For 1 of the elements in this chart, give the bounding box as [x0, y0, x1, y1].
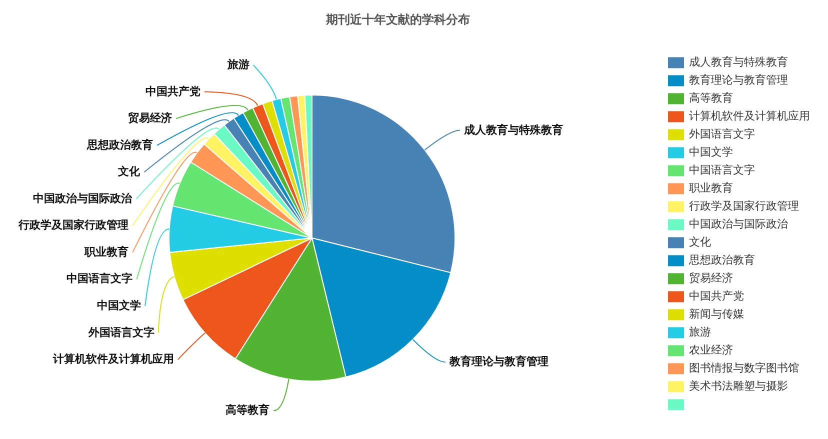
title: 期刊近十年文献的学科分布	[326, 12, 470, 26]
